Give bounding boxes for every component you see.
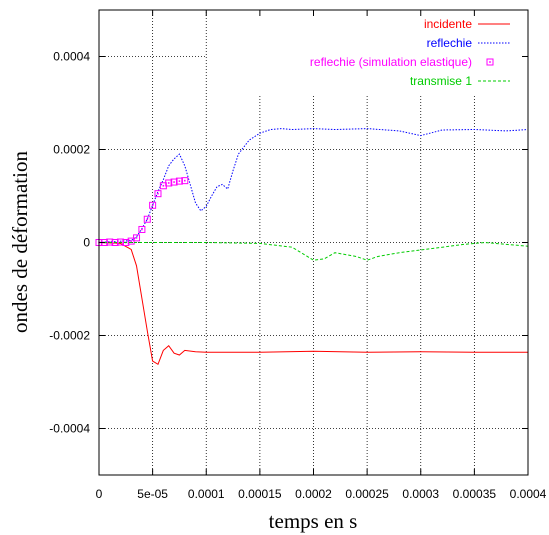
reflechie-simulation-elastique-marker	[122, 239, 130, 246]
reflechie-simulation-elastique-marker-dot	[151, 204, 154, 207]
reflechie-simulation-elastique-marker	[181, 177, 189, 185]
legend-marker	[486, 58, 494, 66]
reflechie-simulation-elastique-marker-dot	[178, 180, 181, 182]
reflechie-simulation-elastique-marker	[133, 234, 141, 242]
x-tick-label: 0.00015	[238, 487, 282, 501]
legend-label: reflechie	[427, 36, 473, 50]
legend-marker-dot	[489, 61, 491, 63]
reflechie-simulation-elastique-marker-dot	[141, 228, 143, 231]
x-tick-label: 0.0001	[188, 487, 225, 501]
reflechie-simulation-elastique-marker-dot	[162, 184, 165, 187]
x-tick-label: 0.0002	[295, 487, 332, 501]
y-tick-label: -0.0004	[49, 422, 90, 436]
reflechie-simulation-elastique-marker	[154, 190, 162, 198]
reflechie-simulation-elastique-marker	[111, 239, 119, 246]
x-tick-label: 0.0004	[510, 487, 547, 501]
x-tick-label: 0.00035	[453, 487, 497, 501]
reflechie-simulation-elastique-marker-dot	[167, 182, 170, 184]
y-tick-label: 0.0004	[53, 50, 90, 64]
reflechie-simulation-elastique-marker	[138, 225, 146, 233]
legend-label: transmise 1	[410, 74, 472, 88]
x-tick-label: 5e-05	[137, 487, 168, 501]
reflechie-simulation-elastique-marker-dot	[184, 179, 186, 182]
reflechie-simulation-elastique-marker-dot	[157, 192, 159, 195]
grid	[99, 10, 528, 475]
ticks: 0 5e-05 0.0001 0.00015 0.0002 0.00025 0.0003 0.…	[49, 10, 547, 501]
reflechie-simulation-elastique-marker-dot	[146, 218, 149, 221]
transmise-1-line	[99, 241, 529, 261]
reflechie-simulation-elastique-marker-dot	[130, 240, 132, 242]
reflechie-line	[98, 128, 529, 243]
incidente-line	[98, 242, 528, 366]
reflechie-simulation-elastique-marker	[116, 238, 124, 246]
reflechie-simulation-elastique-marker-dot	[173, 181, 175, 183]
legend-label: incidente	[424, 17, 472, 31]
x-tick-label: 0.00025	[345, 487, 389, 501]
legend: incidente reflechie reflechie (simulation …	[310, 17, 510, 88]
reflechie-simulation-elastique-marker-dot	[135, 237, 138, 239]
reflechie-simulation-elastique-marker	[143, 215, 151, 223]
y-tick-label: 0	[83, 236, 90, 250]
x-axis-title: temps en s	[269, 509, 358, 533]
x-tick-label: 0.0003	[402, 487, 439, 501]
reflechie-simulation-elastique-marker	[175, 177, 183, 185]
y-tick-label: -0.0002	[49, 329, 90, 343]
legend-label: reflechie (simulation elastique)	[310, 55, 472, 69]
y-tick-label: 0.0002	[53, 143, 90, 157]
y-axis-title: ondes de déformation	[8, 151, 32, 333]
reflechie-simulation-elastique-marker	[149, 201, 157, 209]
reflechie-simulation-elastique-marker	[170, 178, 178, 186]
x-tick-label: 0	[96, 487, 103, 501]
reflechie-simulation-elastique-marker	[165, 179, 173, 187]
